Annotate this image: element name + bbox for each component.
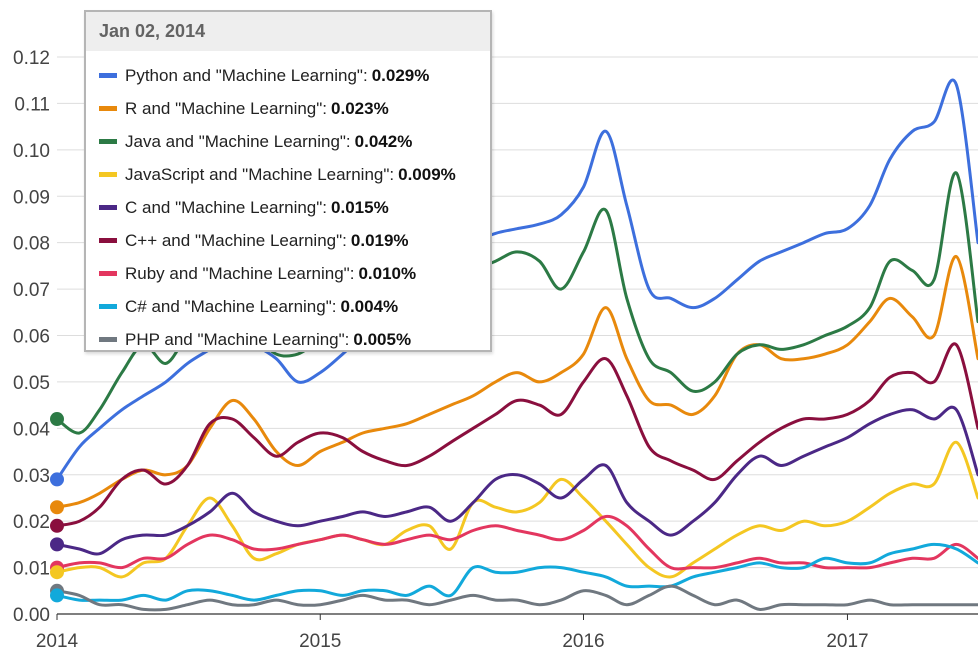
series-line: [55, 542, 978, 602]
series-swatch: [99, 106, 117, 111]
y-tick-label: 0.03: [13, 466, 50, 487]
tooltip-row: Python and "Machine Learning": 0.029%: [99, 59, 490, 92]
tooltip-series-value: 0.023%: [331, 98, 389, 118]
tooltip-row: Ruby and "Machine Learning": 0.010%: [99, 257, 490, 290]
x-tick-label: 2017: [826, 631, 868, 652]
series-swatch: [99, 337, 117, 342]
tooltip-series-label: C and "Machine Learning":: [125, 197, 328, 217]
hover-point: [50, 500, 64, 515]
x-tick-label: 2016: [562, 631, 604, 652]
tooltip-series-label: C++ and "Machine Learning":: [125, 230, 347, 250]
y-tick-label: 0.07: [13, 280, 50, 301]
series-line: [55, 440, 978, 579]
tooltip-row: C++ and "Machine Learning": 0.019%: [99, 224, 490, 257]
y-tick-label: 0.00: [13, 605, 50, 626]
series-swatch: [99, 205, 117, 210]
y-tick-label: 0.05: [13, 373, 50, 394]
hover-point: [50, 588, 64, 603]
series-swatch: [99, 238, 117, 243]
tooltip-series-label: Ruby and "Machine Learning":: [125, 263, 355, 283]
series-swatch: [99, 139, 117, 144]
tooltip-series-label: Java and "Machine Learning":: [125, 131, 351, 151]
series-line: [55, 405, 978, 556]
hover-point: [50, 565, 64, 580]
hover-point: [50, 537, 64, 552]
tooltip-series-value: 0.009%: [398, 164, 456, 184]
hover-points: [50, 412, 64, 603]
series-swatch: [99, 172, 117, 177]
tooltip-date: Jan 02, 2014: [86, 12, 490, 51]
series-line: [55, 514, 978, 571]
tooltip-row: R and "Machine Learning": 0.023%: [99, 92, 490, 125]
y-tick-label: 0.10: [13, 141, 50, 162]
tooltip-series-label: R and "Machine Learning":: [125, 98, 328, 118]
tooltip-series-value: 0.029%: [371, 65, 430, 85]
tooltip-row: Java and "Machine Learning": 0.042%: [99, 125, 490, 158]
series-swatch: [99, 73, 117, 78]
x-axis-ticks: 2014 2015 2016 2017: [36, 631, 869, 652]
series-line: [55, 342, 978, 528]
tooltip-series-value: 0.005%: [353, 329, 412, 349]
tooltip-row: PHP and "Machine Learning": 0.005%: [99, 323, 490, 356]
hover-point: [50, 412, 64, 427]
tooltip-series-value: 0.010%: [358, 263, 417, 283]
series-line: [55, 255, 978, 509]
tooltip-series-value: 0.019%: [350, 230, 409, 250]
series-swatch: [99, 304, 117, 309]
series-line: [55, 584, 978, 612]
y-tick-label: 0.08: [13, 234, 50, 255]
series-swatch: [99, 271, 117, 276]
tooltip-series-label: JavaScript and "Machine Learning":: [125, 164, 395, 184]
y-tick-label: 0.12: [13, 48, 50, 69]
y-tick-label: 0.11: [14, 94, 50, 115]
y-tick-label: 0.06: [13, 327, 50, 348]
tooltip-row: C and "Machine Learning": 0.015%: [99, 191, 490, 224]
x-tick-label: 2014: [36, 631, 79, 652]
tooltip-series-label: Python and "Machine Learning":: [125, 65, 368, 85]
tooltip-series-value: 0.004%: [340, 296, 399, 316]
hover-tooltip: Jan 02, 2014 Python and "Machine Learnin…: [84, 10, 492, 352]
tooltip-series-value: 0.015%: [331, 197, 389, 217]
y-tick-label: 0.01: [13, 559, 50, 580]
tooltip-row: C# and "Machine Learning": 0.004%: [99, 290, 490, 323]
tooltip-rows: Python and "Machine Learning": 0.029% R …: [86, 51, 490, 356]
y-tick-label: 0.04: [13, 419, 50, 440]
tooltip-series-label: PHP and "Machine Learning":: [125, 329, 350, 349]
y-tick-label: 0.02: [13, 512, 50, 533]
tooltip-series-label: C# and "Machine Learning":: [125, 296, 337, 316]
x-tick-label: 2015: [299, 631, 341, 652]
y-tick-label: 0.09: [13, 187, 50, 208]
tooltip-series-value: 0.042%: [354, 131, 413, 151]
hover-point: [50, 472, 64, 487]
y-axis-ticks: 0.00 0.01 0.02 0.03 0.04 0.05 0.06 0.07 0.08 0.09…: [13, 48, 50, 626]
hover-point: [50, 518, 64, 533]
tooltip-row: JavaScript and "Machine Learning": 0.009…: [99, 158, 490, 191]
